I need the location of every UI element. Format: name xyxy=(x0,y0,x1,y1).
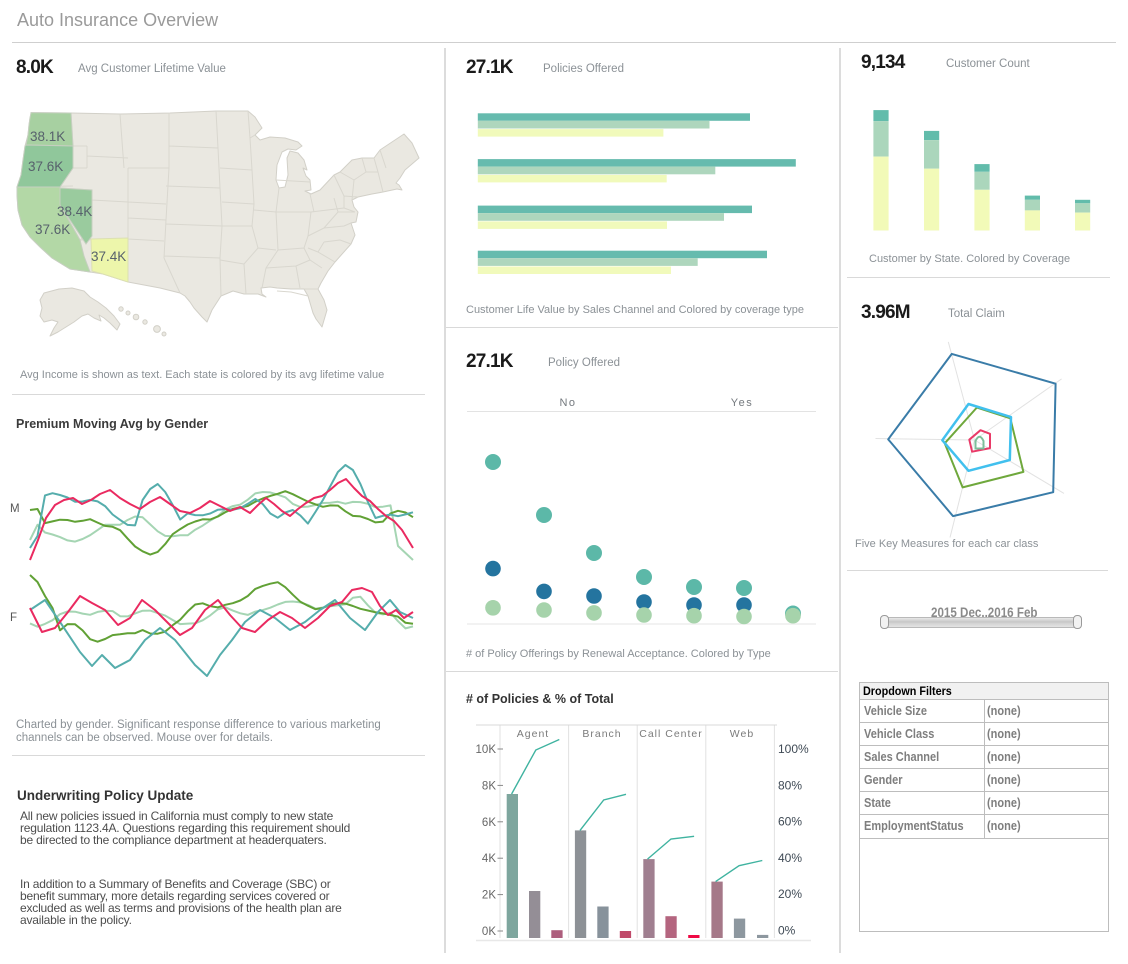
svg-text:Yes: Yes xyxy=(731,397,753,409)
svg-text:Web: Web xyxy=(730,728,754,740)
svg-text:37.4K: 37.4K xyxy=(91,249,126,264)
svg-text:38.1K: 38.1K xyxy=(30,129,65,144)
svg-text:38.4K: 38.4K xyxy=(57,204,92,219)
svg-text:60%: 60% xyxy=(778,815,802,829)
svg-text:100%: 100% xyxy=(778,742,809,756)
svg-text:Agent: Agent xyxy=(517,728,549,740)
svg-text:2K: 2K xyxy=(482,890,496,902)
svg-text:No: No xyxy=(559,397,576,409)
svg-text:80%: 80% xyxy=(778,778,802,792)
svg-text:6K: 6K xyxy=(482,817,496,829)
svg-text:40%: 40% xyxy=(778,851,802,865)
svg-text:20%: 20% xyxy=(778,887,802,901)
svg-text:8K: 8K xyxy=(482,780,496,792)
svg-text:0K: 0K xyxy=(482,926,496,938)
svg-text:37.6K: 37.6K xyxy=(28,159,63,174)
svg-text:4K: 4K xyxy=(482,853,496,865)
svg-text:Call Center: Call Center xyxy=(639,728,703,740)
svg-text:10K: 10K xyxy=(476,744,497,756)
svg-text:0%: 0% xyxy=(778,924,796,938)
svg-text:Branch: Branch xyxy=(582,728,621,740)
svg-text:37.6K: 37.6K xyxy=(35,222,70,237)
